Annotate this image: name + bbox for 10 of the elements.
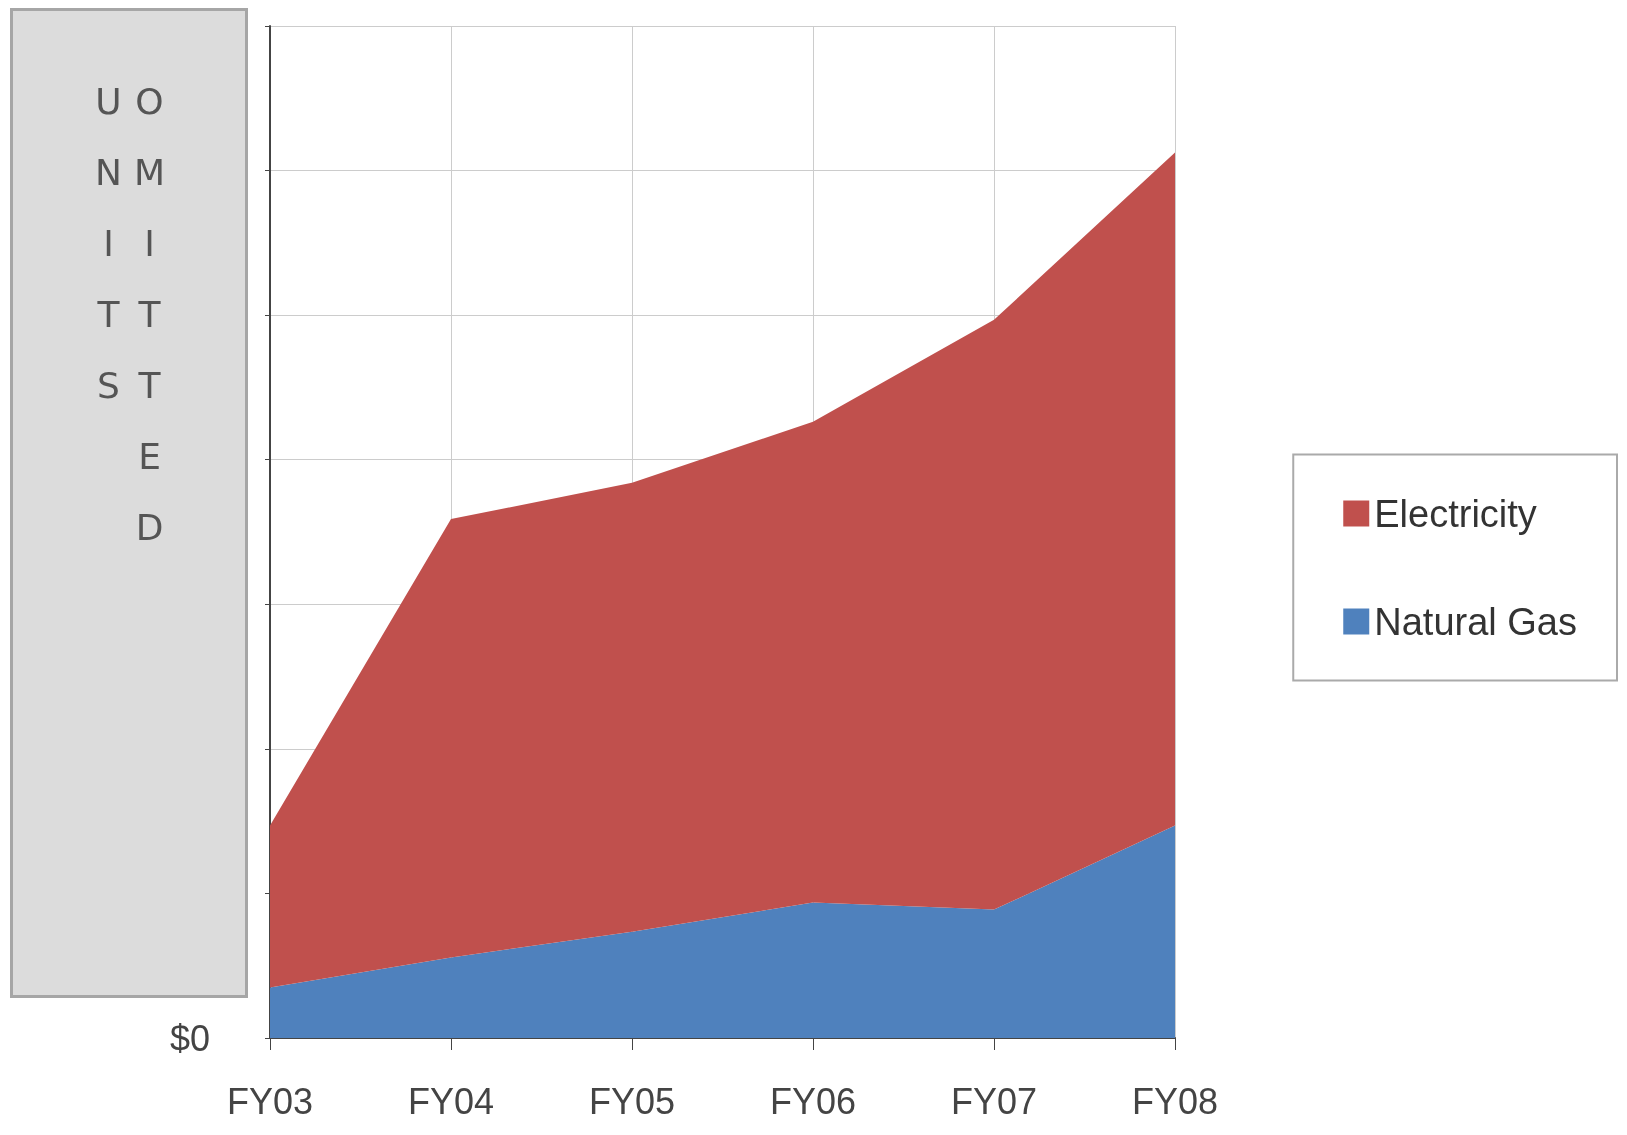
legend-label: Natural Gas xyxy=(1374,600,1577,643)
x-tick-label: FY07 xyxy=(950,1080,1038,1122)
legend-label: Electricity xyxy=(1374,492,1537,535)
x-tick-label: FY05 xyxy=(588,1080,676,1122)
x-tick-label: FY03 xyxy=(226,1080,314,1122)
label-box: UNITS OMITTED xyxy=(10,8,248,998)
x-tick-label: FY06 xyxy=(769,1080,857,1122)
x-tick-label: FY04 xyxy=(407,1080,495,1122)
x-tick-label: FY08 xyxy=(1131,1080,1219,1122)
text: $0 xyxy=(170,1018,211,1060)
